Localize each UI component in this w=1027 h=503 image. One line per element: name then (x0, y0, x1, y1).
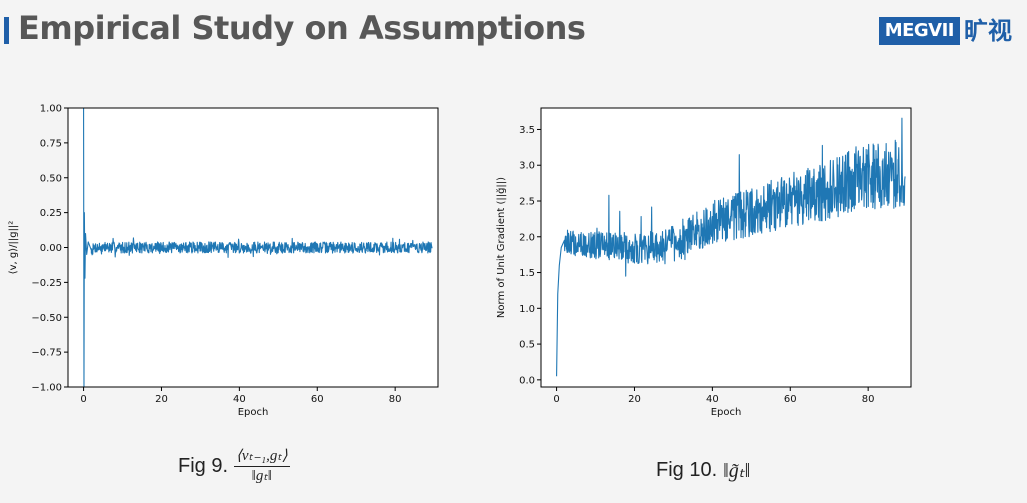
x-tick-label: 40 (706, 394, 719, 405)
y-tick-label: 2.0 (519, 232, 535, 243)
y-tick-label: 3.0 (519, 161, 535, 172)
y-tick-label: 1.00 (40, 104, 62, 115)
caption-fig9-formula: ⟨vₜ₋₁,gₜ⟩ ‖gₜ‖ (234, 448, 290, 485)
y-tick-label: 0.0 (519, 375, 535, 386)
series-line (556, 117, 906, 377)
y-tick-label: 0.75 (40, 138, 62, 149)
y-tick-label: 0.50 (40, 173, 62, 184)
x-tick-label: 40 (233, 394, 246, 405)
y-tick-label: −0.50 (31, 313, 62, 324)
title-accent-bar (4, 17, 9, 44)
y-axis-label: Norm of Unit Gradient (||ğ||) (495, 177, 507, 318)
x-tick-label: 80 (862, 394, 875, 405)
y-tick-label: 0.00 (40, 243, 62, 254)
series-line (83, 107, 433, 388)
caption-fig10-formula: ‖g̃ₜ‖ (723, 460, 751, 482)
y-tick-label: 1.5 (519, 268, 535, 279)
y-tick-label: 3.5 (519, 125, 535, 136)
y-axis-label: ⟨v, g⟩/||g||² (8, 221, 19, 275)
x-tick-label: 0 (553, 394, 559, 405)
page-title: Empirical Study on Assumptions (18, 9, 586, 47)
y-tick-label: 2.5 (519, 197, 535, 208)
caption-fig10-label: Fig 10. (656, 459, 718, 481)
x-tick-label: 60 (784, 394, 797, 405)
x-axis-label: Epoch (711, 407, 742, 418)
x-tick-label: 0 (80, 394, 86, 405)
logo-wordmark: MEGVII (878, 17, 960, 45)
y-tick-label: 0.25 (40, 208, 62, 219)
chart-fig9: 0 20 40 60 80 −1.00 −0.75 −0.50 −0.25 0.00 0.25 0.5… (8, 104, 439, 418)
y-tick-label: 0.5 (519, 340, 535, 351)
logo-chinese: 旷视 (964, 17, 1012, 45)
y-tick-label: −0.25 (31, 278, 62, 289)
x-axis-label: Epoch (238, 407, 269, 418)
y-tick-label: −0.75 (31, 348, 62, 359)
y-tick-label: 1.0 (519, 304, 535, 315)
caption-fig9: Fig 9. ⟨vₜ₋₁,gₜ⟩ ‖gₜ‖ (178, 448, 290, 485)
x-tick-label: 80 (389, 394, 402, 405)
caption-fig10: Fig 10. ‖g̃ₜ‖ (656, 458, 750, 483)
company-logo: MEGVII 旷视 (878, 17, 1012, 45)
caption-fig9-label: Fig 9. (178, 455, 229, 477)
x-tick-label: 20 (155, 394, 168, 405)
x-tick-label: 60 (311, 394, 324, 405)
chart-fig10: 0 20 40 60 80 0.0 0.5 1.0 1.5 2.0 2.5 3.0 3.5 Epoch No… (495, 107, 912, 418)
x-tick-label: 20 (628, 394, 641, 405)
plot-frame (540, 107, 912, 388)
fig9-numerator: ⟨vₜ₋₁,gₜ⟩ (234, 448, 290, 467)
fig9-denominator: ‖gₜ‖ (251, 468, 272, 484)
y-tick-label: −1.00 (31, 383, 62, 394)
